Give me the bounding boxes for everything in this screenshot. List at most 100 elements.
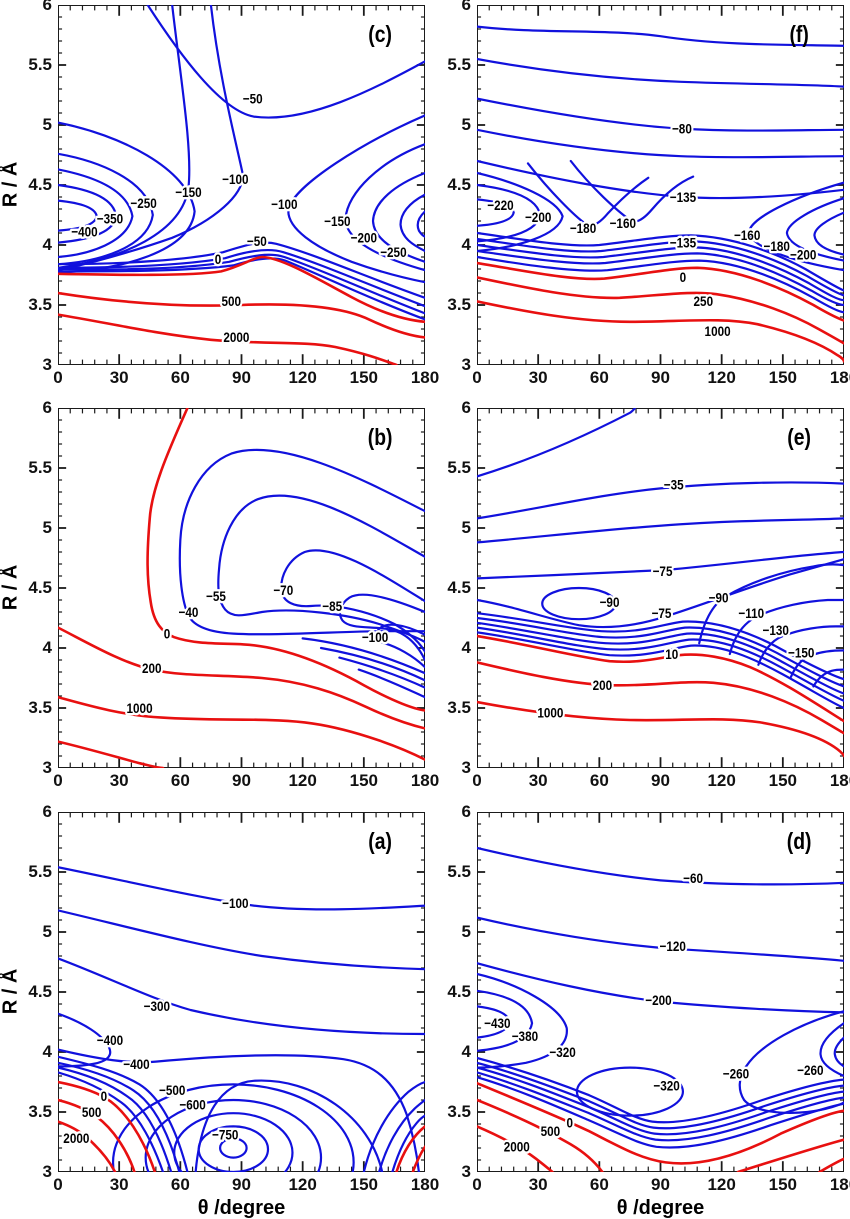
blue-contour-line (477, 918, 844, 961)
blue-contour-line (401, 195, 425, 251)
contour-level-label: −135 (670, 189, 696, 205)
contour-plot-c: −50−100−150−250−350−400−100−150−200−250−… (58, 5, 425, 365)
y-axis-tick-label: 4 (461, 1042, 471, 1061)
contour-level-label: −160 (610, 215, 636, 231)
contour-plot-e: −35 −75 −90 −75 −90 −110−130−150 10 200 1000 (e) (477, 408, 844, 768)
contour-level-label: −160 (734, 227, 760, 243)
blue-contour-line (303, 638, 425, 673)
contour-level-label: −220 (487, 197, 513, 213)
red-contour-line (477, 662, 844, 733)
contour-level-label: −130 (762, 622, 788, 638)
blue-contour-line (477, 257, 844, 312)
contour-level-label: −150 (175, 184, 201, 200)
y-axis-tick-label: 3.5 (447, 295, 471, 314)
blue-contour-line (58, 5, 189, 268)
blue-contour-line (113, 1084, 354, 1172)
blue-contour-line (58, 910, 425, 969)
blue-contour-line (477, 1077, 844, 1147)
blue-contour-line (58, 243, 425, 298)
contour-level-label: −70 (273, 582, 293, 598)
contour-level-label: −50 (247, 233, 267, 249)
x-axis-tick-label: 90 (232, 1175, 251, 1194)
blue-contour-line (379, 1100, 425, 1172)
red-contour-line (477, 1100, 602, 1172)
blue-contour-line (58, 5, 243, 270)
x-axis-tick-label: 0 (472, 1175, 482, 1194)
contour-level-label: −110 (738, 605, 764, 621)
blue-contour-line (477, 632, 844, 708)
blue-contour-line (58, 1068, 171, 1172)
x-axis-title: θ /degree (197, 1197, 286, 1219)
panel-label-f: (f) (789, 23, 808, 48)
x-axis-tick-label: 180 (829, 1175, 850, 1194)
contour-level-label: −135 (670, 234, 696, 250)
y-axis-tick-label: 4 (42, 638, 52, 657)
x-axis-tick-label: 150 (768, 368, 798, 387)
contour-level-label: −75 (653, 563, 673, 579)
blue-contour-line (364, 1082, 425, 1172)
blue-contour-line (418, 211, 425, 236)
blue-contour-line (373, 173, 425, 262)
contour-level-label: −750 (212, 1127, 238, 1143)
contour-level-label: 2000 (223, 329, 249, 345)
blue-contour-line (477, 552, 844, 578)
red-contour-line (738, 1140, 844, 1172)
blue-contour-line (477, 991, 532, 1051)
y-axis-tick-label: 5 (461, 922, 471, 941)
blue-contour-line (58, 867, 425, 909)
contour-level-label: 1000 (705, 323, 731, 339)
x-axis-tick-label: 150 (349, 771, 379, 790)
blue-contour-line (477, 27, 844, 46)
y-axis-tick-label: 6 (461, 802, 471, 821)
y-axis-tick-label: 5.5 (447, 55, 471, 74)
contour-level-label: −150 (788, 645, 814, 661)
y-axis-tick-label: 4.5 (447, 175, 471, 194)
contour-level-label: −200 (645, 992, 671, 1008)
contour-level-label: −35 (664, 477, 684, 493)
blue-contour-line (288, 115, 425, 282)
x-axis-tick-label: 0 (53, 1175, 63, 1194)
blue-contour-line (199, 1126, 268, 1172)
blue-contour-line (477, 99, 844, 131)
red-contour-line (477, 263, 844, 321)
contour-level-label: −200 (351, 230, 377, 246)
x-axis-tick-label: 30 (109, 771, 129, 790)
blue-contour-line (146, 1100, 321, 1172)
blue-contour-line (477, 963, 844, 1012)
y-axis-title: R / Å (0, 564, 22, 611)
contour-level-label: −500 (159, 1082, 185, 1098)
y-axis-tick-label: 5.5 (447, 458, 471, 477)
x-axis-tick-label: 120 (707, 771, 736, 790)
blue-contour-line (787, 198, 844, 260)
blue-contour-line (339, 658, 425, 688)
contour-level-label: 10 (665, 646, 678, 662)
blue-contour-line (359, 670, 425, 698)
x-axis-tick-label: 180 (829, 771, 850, 790)
y-axis-tick-label: 5 (42, 115, 52, 134)
y-axis-tick-label: 3.5 (28, 295, 52, 314)
y-axis-tick-label: 5 (42, 922, 52, 941)
contour-level-label: 0 (567, 1115, 574, 1131)
contour-level-label: −300 (144, 998, 170, 1014)
y-axis-tick-label: 3 (42, 355, 52, 374)
contour-level-label: 2000 (63, 1130, 89, 1146)
blue-contour-line (477, 408, 635, 476)
contour-level-label: −260 (797, 1062, 823, 1078)
y-axis-tick-label: 4 (461, 235, 471, 254)
x-axis-title: θ /degree (616, 1197, 705, 1219)
blue-contour-line (477, 623, 844, 694)
red-contour-line (58, 1100, 134, 1172)
blue-contour-line (477, 59, 844, 87)
blue-contour-line (340, 595, 425, 660)
contour-level-label: −180 (570, 220, 596, 236)
x-axis-tick-label: 90 (651, 368, 670, 387)
contour-level-label: −400 (71, 224, 97, 240)
red-contour-line (58, 293, 425, 337)
blue-contour-line (528, 163, 648, 225)
blue-contour-line (699, 564, 844, 643)
contour-level-label: −150 (324, 213, 350, 229)
red-contour-line (477, 636, 844, 721)
contour-level-label: 250 (694, 293, 714, 309)
blue-contour-line (477, 245, 844, 300)
y-axis-tick-label: 5.5 (28, 862, 52, 881)
